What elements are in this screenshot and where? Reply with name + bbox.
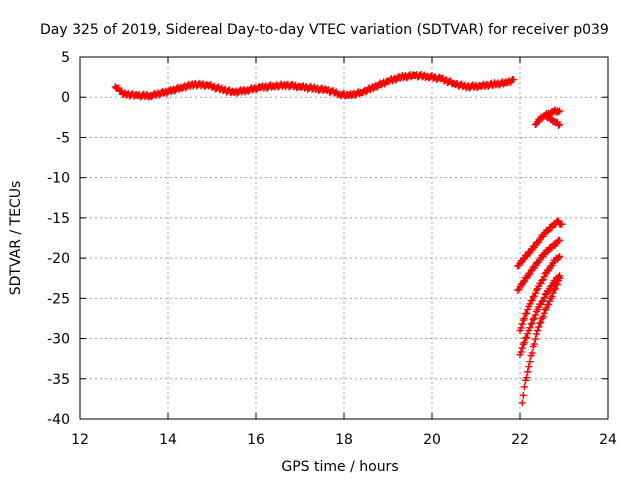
x-tick-label: 18 (335, 432, 353, 448)
data-point-track (531, 335, 539, 343)
grid-layer (80, 57, 608, 419)
data-point-track (550, 286, 558, 294)
series-late-arc-2 (514, 236, 564, 294)
data-point (509, 76, 517, 84)
data-point-track (540, 309, 548, 317)
data-point (518, 399, 526, 407)
y-axis-label: SDTVAR / TECUs (8, 181, 24, 296)
data-point-track (548, 292, 556, 300)
data-point-track (531, 311, 539, 319)
data-point-track (528, 349, 536, 357)
y-tick-label: -35 (47, 372, 70, 388)
y-tick-label: -25 (47, 291, 70, 307)
data-point-track (523, 334, 531, 342)
data-point-track (519, 391, 527, 399)
data-point (538, 298, 546, 306)
data-point-track (555, 121, 562, 129)
data-point-track (523, 374, 531, 382)
data-point-track (541, 291, 549, 299)
data-point-track (517, 348, 525, 356)
data-point-track (530, 314, 538, 322)
data-point-track (526, 324, 534, 332)
data-point-track (533, 330, 540, 338)
tick-layer: 12 14 16 18 20 22 24 5 0 -5 -10 -15 -20 -25 -30 -35 -40 (47, 50, 617, 448)
data-point (556, 253, 564, 261)
series-late-arc-1 (514, 217, 566, 270)
data-point (551, 285, 559, 293)
x-axis-label: GPS time / hours (281, 459, 398, 475)
data-point-track (555, 254, 562, 262)
data-point (556, 107, 564, 115)
data-point-track (526, 270, 534, 278)
series-late-small-arc-2 (542, 113, 564, 129)
x-tick-label: 14 (159, 432, 177, 448)
data-point-track (539, 313, 547, 321)
data-point-track (555, 108, 562, 116)
data-point (520, 314, 528, 322)
data-point-track (535, 323, 543, 331)
data-point (520, 383, 528, 391)
data-point-track (518, 344, 526, 352)
data-point (558, 220, 566, 228)
data-point-track (545, 301, 553, 309)
x-tick-label: 16 (247, 432, 265, 448)
data-point-track (553, 280, 561, 288)
data-point (529, 315, 537, 323)
series-layer (111, 70, 566, 407)
x-tick-label: 12 (71, 432, 89, 448)
data-point (514, 286, 522, 294)
data-point-track (549, 289, 557, 297)
data-point-track (537, 318, 545, 326)
x-tick-label: 24 (599, 432, 617, 448)
y-tick-label: -15 (47, 211, 70, 227)
data-point-track (528, 297, 536, 305)
y-tick-label: -30 (47, 332, 70, 348)
series-late-small-arc (531, 106, 564, 129)
data-point-track (518, 320, 526, 328)
y-tick-label: -5 (56, 130, 70, 146)
data-point (525, 363, 533, 371)
series-late-arc-3 (516, 253, 564, 335)
data-point-track (533, 286, 540, 294)
x-tick-label: 22 (511, 432, 529, 448)
data-point-track (530, 340, 538, 348)
data-point (538, 277, 546, 285)
data-point-track (517, 324, 525, 332)
data-point-track (523, 309, 531, 317)
data-point-track (528, 320, 536, 328)
chart-title: Day 325 of 2019, Sidereal Day-to-day VTE… (40, 22, 609, 38)
data-point (556, 236, 564, 244)
series-late-arc-5 (518, 274, 564, 407)
y-tick-label: 5 (61, 50, 70, 66)
y-tick-label: -40 (47, 412, 70, 428)
y-tick-label: -20 (47, 251, 70, 267)
data-point (556, 274, 564, 282)
data-point (534, 327, 542, 335)
data-point-track (524, 368, 532, 376)
data-point-track (519, 255, 527, 263)
data-point-track (526, 358, 534, 366)
data-point (520, 339, 528, 347)
x-tick-label: 20 (423, 432, 441, 448)
data-point (556, 121, 564, 129)
data-point-track (519, 340, 527, 348)
y-tick-label: 0 (61, 90, 70, 106)
series-main-band (111, 70, 517, 101)
data-point-track (519, 278, 527, 286)
data-point-track (519, 316, 527, 324)
y-tick-label: -10 (47, 171, 70, 187)
